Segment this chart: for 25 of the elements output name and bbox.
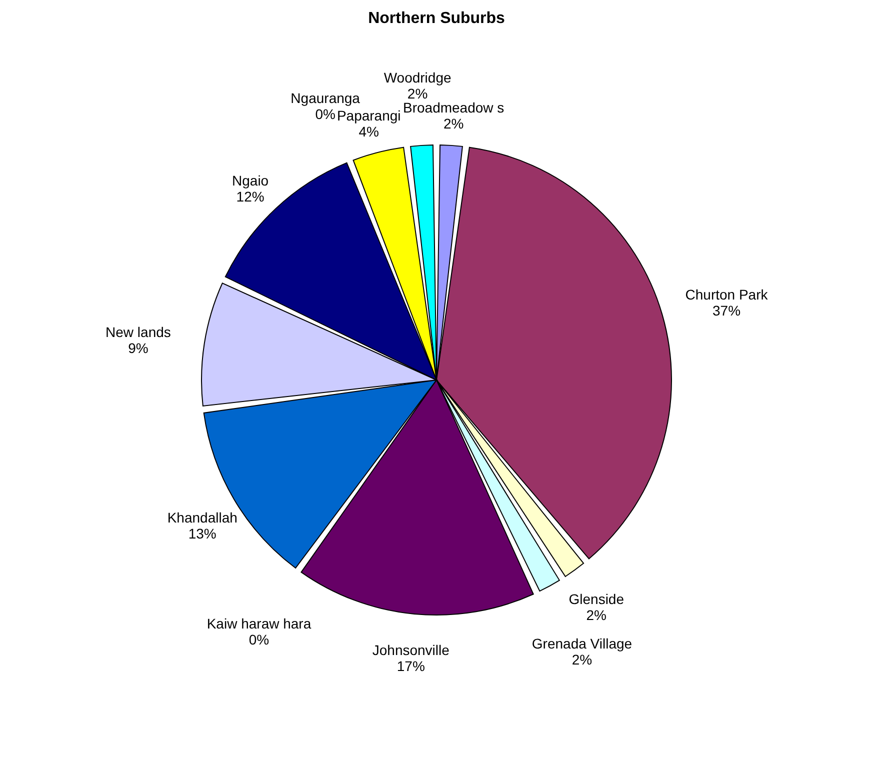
chart-title: Northern Suburbs	[368, 10, 506, 27]
slice-label: Glenside	[568, 591, 624, 608]
data-label: 2%	[572, 652, 592, 668]
data-label: 2%	[443, 116, 464, 132]
slice-label: Broadmeadow s	[402, 100, 504, 116]
category-label: Ngauranga	[290, 90, 360, 106]
category-label: Kaiw haraw hara	[206, 615, 312, 632]
data-label: 37%	[712, 302, 741, 319]
data-label: 12%	[236, 188, 264, 205]
data-label: 13%	[188, 525, 216, 542]
slice-label: Khandallah	[167, 509, 238, 526]
data-label: 2%	[407, 86, 428, 102]
slice-label: Ngaio	[232, 172, 269, 189]
text: 0%	[248, 631, 270, 648]
data-label: 4%	[358, 124, 379, 140]
data-label: 17%	[396, 658, 425, 674]
slice-label: Grenada Village	[532, 636, 632, 652]
slice-label: Churton Park	[685, 286, 769, 303]
data-label: 2%	[586, 607, 606, 624]
slice-label: Johnsonville	[372, 642, 450, 658]
text: 0%	[315, 106, 336, 122]
slice-label: New lands	[106, 324, 171, 340]
data-label: 9%	[128, 340, 148, 356]
slice-label: Paparangi	[336, 108, 401, 124]
slice-label: Woodridge	[384, 70, 452, 86]
